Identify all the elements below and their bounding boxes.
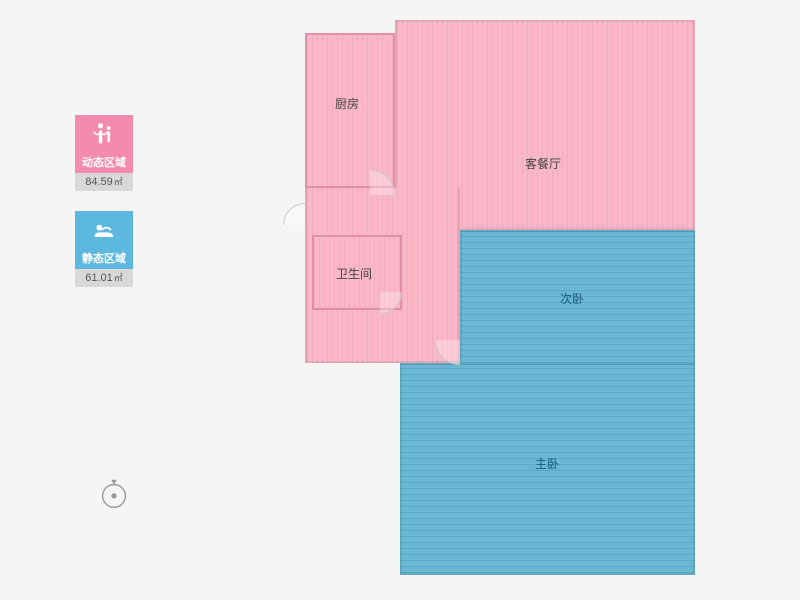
legend-static: 静态区域 61.01 bbox=[75, 211, 133, 287]
label-kitchen: 厨房 bbox=[335, 95, 359, 112]
legend-static-value: 61.01 bbox=[75, 269, 133, 287]
door-arc bbox=[283, 203, 305, 225]
legend-static-label: 静态区域 bbox=[75, 249, 133, 269]
people-icon bbox=[90, 120, 118, 148]
rest-icon bbox=[90, 216, 118, 244]
label-master-bedroom: 主卧 bbox=[535, 455, 559, 472]
dynamic-zone-icon bbox=[75, 115, 133, 153]
legend-dynamic: 动态区域 84.59 bbox=[75, 115, 133, 191]
label-living: 客餐厅 bbox=[525, 155, 561, 172]
static-zone-icon bbox=[75, 211, 133, 249]
compass-icon bbox=[95, 475, 133, 513]
floorplan: 厨房 客餐厅 卫生间 次卧 主卧 bbox=[280, 20, 710, 580]
label-second-bedroom: 次卧 bbox=[560, 290, 584, 307]
label-bathroom: 卫生间 bbox=[336, 265, 372, 282]
legend-dynamic-label: 动态区域 bbox=[75, 153, 133, 173]
legend-dynamic-value: 84.59 bbox=[75, 173, 133, 191]
legend-panel: 动态区域 84.59 静态区域 61.01 bbox=[75, 115, 133, 307]
